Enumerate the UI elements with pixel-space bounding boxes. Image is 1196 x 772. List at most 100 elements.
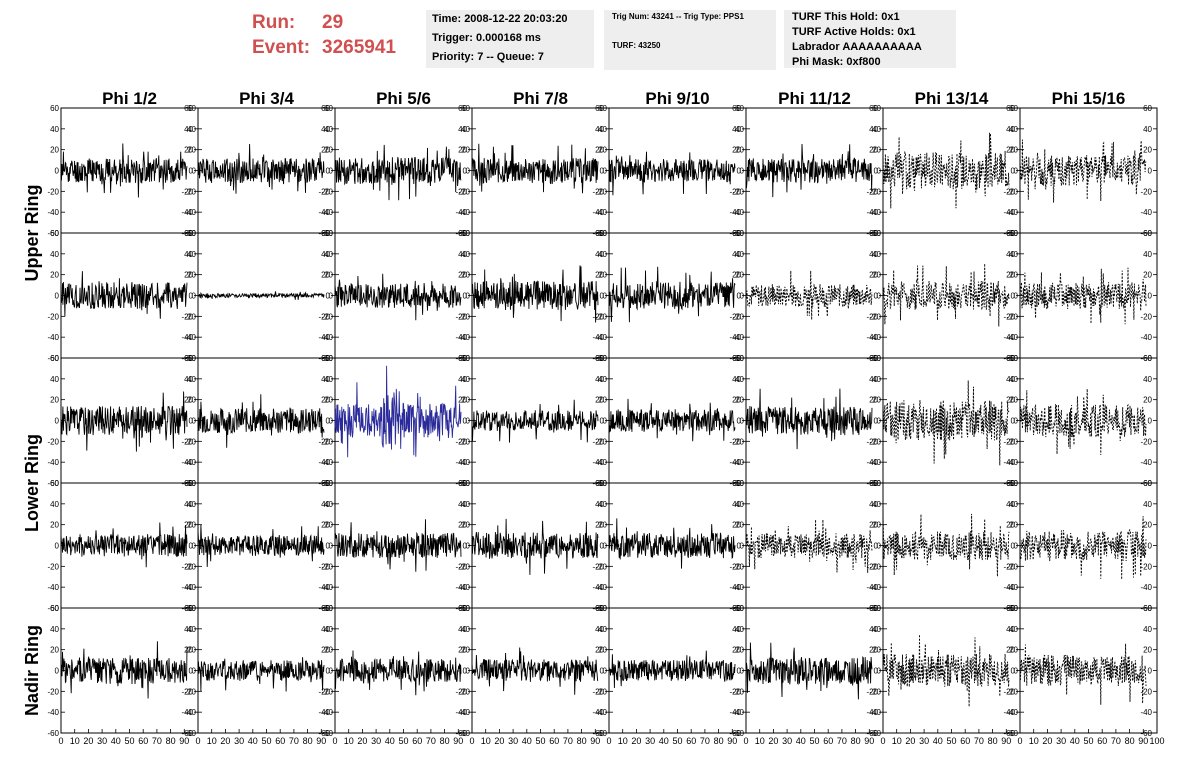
y-tick-label: -40 bbox=[1003, 458, 1015, 467]
y-tick-label: 20 bbox=[321, 646, 330, 655]
y-tick-label: 60 bbox=[1143, 104, 1152, 113]
x-tick-label: 90 bbox=[316, 736, 326, 746]
y-tick-label: -20 bbox=[184, 562, 196, 571]
y-tick-label: -40 bbox=[321, 583, 333, 592]
panel-frame bbox=[882, 607, 1021, 734]
y-tick-label: 40 bbox=[872, 125, 881, 134]
y-tick-label: 40 bbox=[595, 250, 604, 259]
y-tick-label: 40 bbox=[735, 250, 744, 259]
y-tick-label: 20 bbox=[595, 396, 604, 405]
y-tick-label: -40 bbox=[869, 208, 881, 217]
y-tick-label: 60 bbox=[869, 479, 878, 488]
x-tick-label: 20 bbox=[83, 736, 93, 746]
y-tick-label: 40 bbox=[1006, 125, 1015, 134]
y-tick-label: 20 bbox=[869, 521, 878, 530]
x-tick-label: 20 bbox=[905, 736, 915, 746]
y-tick-label: 40 bbox=[598, 250, 607, 259]
y-tick-label: 20 bbox=[735, 146, 744, 155]
y-tick-label: 20 bbox=[1009, 646, 1018, 655]
y-tick-label: 0 bbox=[1014, 667, 1019, 676]
y-tick-label: 20 bbox=[1143, 646, 1152, 655]
y-tick-label: 20 bbox=[187, 396, 196, 405]
y-tick-label: 20 bbox=[187, 271, 196, 280]
y-tick-label: 60 bbox=[184, 354, 193, 363]
column-header: Phi 11/12 bbox=[778, 89, 851, 108]
y-tick-label: 40 bbox=[187, 250, 196, 259]
y-tick-label: -40 bbox=[732, 208, 744, 217]
waveform-trace bbox=[882, 380, 1010, 466]
y-tick-label: -20 bbox=[1003, 687, 1015, 696]
y-tick-label: -40 bbox=[732, 333, 744, 342]
y-tick-label: 60 bbox=[1143, 354, 1152, 363]
y-tick-label: 0 bbox=[326, 417, 331, 426]
y-tick-label: -20 bbox=[181, 187, 193, 196]
y-tick-label: 60 bbox=[872, 604, 881, 613]
waveform-trace bbox=[334, 650, 462, 696]
y-tick-label: -20 bbox=[455, 562, 467, 571]
y-tick-label: -20 bbox=[321, 187, 333, 196]
y-tick-label: 60 bbox=[461, 479, 470, 488]
y-tick-label: 0 bbox=[874, 542, 879, 551]
y-tick-label: 60 bbox=[732, 229, 741, 238]
waveform-trace bbox=[334, 144, 462, 201]
x-tick-label: 60 bbox=[686, 736, 696, 746]
y-tick-label: 20 bbox=[187, 146, 196, 155]
y-tick-label: -20 bbox=[1006, 687, 1018, 696]
y-tick-label: -20 bbox=[318, 187, 330, 196]
y-tick-label: -60 bbox=[1140, 729, 1152, 738]
y-tick-label: 40 bbox=[461, 625, 470, 634]
x-tick-label: 50 bbox=[1083, 736, 1093, 746]
y-tick-label: 20 bbox=[1143, 396, 1152, 405]
y-tick-label: -20 bbox=[1140, 687, 1152, 696]
y-tick-label: 20 bbox=[735, 521, 744, 530]
y-tick-label: -40 bbox=[184, 333, 196, 342]
y-tick-label: -20 bbox=[1140, 437, 1152, 446]
event-line: Event: 3265941 bbox=[252, 35, 396, 60]
y-tick-label: -40 bbox=[455, 708, 467, 717]
y-tick-label: -20 bbox=[729, 312, 741, 321]
y-tick-label: 60 bbox=[1006, 479, 1015, 488]
y-tick-label: 0 bbox=[1014, 292, 1019, 301]
y-tick-label: -20 bbox=[458, 562, 470, 571]
y-tick-label: -40 bbox=[595, 708, 607, 717]
y-tick-label: -20 bbox=[729, 562, 741, 571]
y-tick-label: 40 bbox=[461, 250, 470, 259]
waveform-trace bbox=[60, 391, 188, 452]
y-tick-label: 0 bbox=[1011, 417, 1016, 426]
x-tick-label: 70 bbox=[563, 736, 573, 746]
y-tick-label: 0 bbox=[600, 417, 605, 426]
y-tick-label: 40 bbox=[1143, 500, 1152, 509]
y-tick-label: -20 bbox=[47, 312, 59, 321]
turf-hold-panel: TURF This Hold: 0x1 TURF Active Holds: 0… bbox=[784, 10, 956, 68]
y-tick-label: -40 bbox=[455, 333, 467, 342]
y-tick-label: 40 bbox=[50, 625, 59, 634]
y-tick-label: 60 bbox=[732, 104, 741, 113]
y-tick-label: 40 bbox=[50, 125, 59, 134]
y-tick-label: 40 bbox=[458, 125, 467, 134]
x-tick-label: 80 bbox=[988, 736, 998, 746]
x-tick-label: 40 bbox=[659, 736, 669, 746]
y-tick-label: 40 bbox=[458, 250, 467, 259]
x-tick-label: 0 bbox=[58, 736, 63, 746]
y-tick-label: -20 bbox=[458, 687, 470, 696]
x-tick-label: 100 bbox=[1149, 736, 1164, 746]
y-tick-label: 40 bbox=[732, 125, 741, 134]
x-tick-label: 10 bbox=[1029, 736, 1039, 746]
turf-this-hold-text: TURF This Hold: 0x1 bbox=[792, 11, 900, 23]
y-tick-label: 40 bbox=[732, 625, 741, 634]
y-tick-label: 40 bbox=[872, 375, 881, 384]
y-tick-label: 20 bbox=[1009, 146, 1018, 155]
y-tick-label: 0 bbox=[1011, 292, 1016, 301]
y-tick-label: 20 bbox=[1006, 396, 1015, 405]
y-tick-label: -60 bbox=[47, 604, 59, 613]
waveform-trace bbox=[60, 641, 188, 699]
y-tick-label: 0 bbox=[463, 542, 468, 551]
y-tick-label: 60 bbox=[872, 104, 881, 113]
y-tick-label: 0 bbox=[1011, 542, 1016, 551]
y-tick-label: -40 bbox=[592, 333, 604, 342]
y-tick-label: 20 bbox=[50, 271, 59, 280]
y-tick-label: 60 bbox=[1143, 479, 1152, 488]
y-tick-label: 20 bbox=[732, 646, 741, 655]
y-tick-label: -20 bbox=[1003, 437, 1015, 446]
y-tick-label: -20 bbox=[866, 437, 878, 446]
